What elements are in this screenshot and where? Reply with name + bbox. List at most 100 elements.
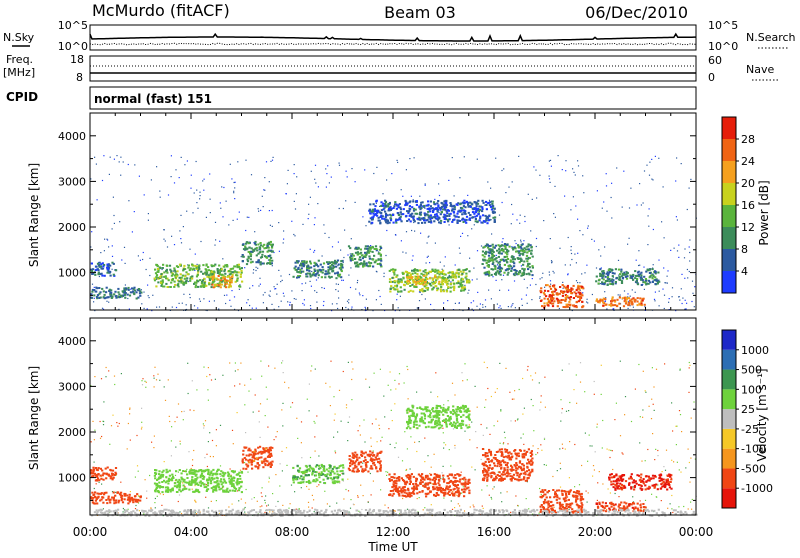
echo-cell bbox=[469, 214, 471, 216]
echo-cell bbox=[261, 254, 263, 256]
scatter-echo bbox=[358, 430, 359, 431]
echo-cell bbox=[549, 286, 551, 288]
scatter-echo bbox=[294, 491, 295, 492]
scatter-echo bbox=[254, 497, 255, 498]
scatter-echo bbox=[597, 500, 598, 501]
scatter-echo bbox=[132, 231, 133, 232]
echo-cell bbox=[625, 303, 627, 305]
echo-cell bbox=[396, 274, 398, 276]
echo-cell bbox=[502, 259, 504, 261]
scatter-echo bbox=[676, 157, 677, 158]
scatter-echo bbox=[114, 159, 115, 160]
echo-cell bbox=[456, 216, 458, 218]
scatter-echo bbox=[402, 196, 403, 197]
scatter-echo bbox=[379, 206, 380, 207]
scatter-echo bbox=[442, 472, 443, 473]
echo-cell bbox=[442, 283, 444, 285]
echo-cell bbox=[174, 485, 176, 487]
echo-cell bbox=[98, 467, 100, 469]
echo-cell bbox=[219, 269, 221, 271]
scatter-echo bbox=[179, 303, 180, 304]
echo-cell bbox=[105, 492, 107, 494]
scatter-echo bbox=[179, 511, 180, 512]
scatter-echo bbox=[471, 228, 472, 229]
scatter-echo bbox=[481, 424, 482, 425]
scatter-echo bbox=[383, 396, 384, 397]
scatter-echo bbox=[655, 449, 656, 450]
scatter-echo bbox=[692, 293, 693, 294]
echo-cell bbox=[401, 281, 403, 283]
scatter-echo bbox=[311, 286, 312, 287]
echo-cell bbox=[238, 271, 240, 273]
scatter-echo bbox=[477, 159, 478, 160]
echo-cell bbox=[329, 266, 331, 268]
echo-cell bbox=[136, 298, 138, 300]
echo-cell bbox=[513, 269, 515, 271]
scatter-echo bbox=[657, 450, 658, 451]
scatter-echo bbox=[491, 298, 492, 299]
echo-cell bbox=[271, 251, 273, 253]
scatter-echo bbox=[234, 198, 235, 199]
echo-cell bbox=[441, 206, 443, 208]
echo-cell bbox=[162, 267, 164, 269]
scatter-echo bbox=[265, 415, 266, 416]
echo-cell bbox=[241, 281, 243, 283]
echo-cell bbox=[614, 273, 616, 275]
echo-cell bbox=[238, 264, 240, 266]
scatter-echo bbox=[174, 421, 175, 422]
echo-cell bbox=[499, 271, 501, 273]
scatter-echo bbox=[156, 307, 157, 308]
echo-cell bbox=[416, 273, 418, 275]
scatter-echo bbox=[272, 265, 273, 266]
echo-cell bbox=[136, 493, 138, 495]
scatter-echo bbox=[129, 409, 130, 410]
scatter-echo bbox=[189, 249, 190, 250]
scatter-echo bbox=[583, 192, 584, 193]
echo-cell bbox=[427, 219, 429, 221]
scatter-echo bbox=[99, 482, 100, 483]
echo-cell bbox=[213, 487, 215, 489]
echo-cell bbox=[184, 278, 186, 280]
echo-cell bbox=[239, 286, 241, 288]
scatter-echo bbox=[375, 419, 376, 420]
scatter-echo bbox=[211, 501, 212, 502]
scatter-echo bbox=[269, 296, 270, 297]
echo-cell bbox=[124, 498, 126, 500]
echo-cell bbox=[552, 305, 554, 307]
scatter-echo bbox=[101, 484, 102, 485]
scatter-echo bbox=[411, 196, 412, 197]
scatter-echo bbox=[295, 299, 296, 300]
scatter-echo bbox=[135, 508, 136, 509]
scatter-echo bbox=[512, 214, 513, 215]
echo-cell bbox=[475, 209, 477, 211]
scatter-echo bbox=[671, 460, 672, 461]
scatter-echo bbox=[296, 418, 297, 419]
echo-cell bbox=[551, 300, 553, 302]
echo-cell bbox=[308, 468, 310, 470]
echo-cell bbox=[622, 297, 624, 299]
echo-cell bbox=[403, 284, 405, 286]
scatter-echo bbox=[533, 430, 534, 431]
echo-cell bbox=[118, 500, 120, 502]
echo-cell bbox=[217, 270, 219, 272]
scatter-echo bbox=[343, 371, 344, 372]
echo-cell bbox=[113, 492, 115, 494]
scatter-echo bbox=[234, 385, 235, 386]
scatter-echo bbox=[340, 250, 341, 251]
scatter-echo bbox=[124, 247, 125, 248]
echo-cell bbox=[128, 496, 130, 498]
echo-cell bbox=[96, 493, 98, 495]
echo-cell bbox=[456, 282, 458, 284]
scatter-echo bbox=[220, 465, 221, 466]
echo-cell bbox=[547, 290, 549, 292]
scatter-echo bbox=[644, 170, 645, 171]
echo-cell bbox=[456, 272, 458, 274]
scatter-echo bbox=[171, 440, 172, 441]
echo-cell bbox=[246, 455, 248, 457]
echo-cell bbox=[127, 499, 129, 501]
scatter-echo bbox=[604, 246, 605, 247]
scatter-echo bbox=[653, 404, 654, 405]
echo-cell bbox=[237, 266, 239, 268]
scatter-echo bbox=[151, 179, 152, 180]
echo-cell bbox=[183, 282, 185, 284]
